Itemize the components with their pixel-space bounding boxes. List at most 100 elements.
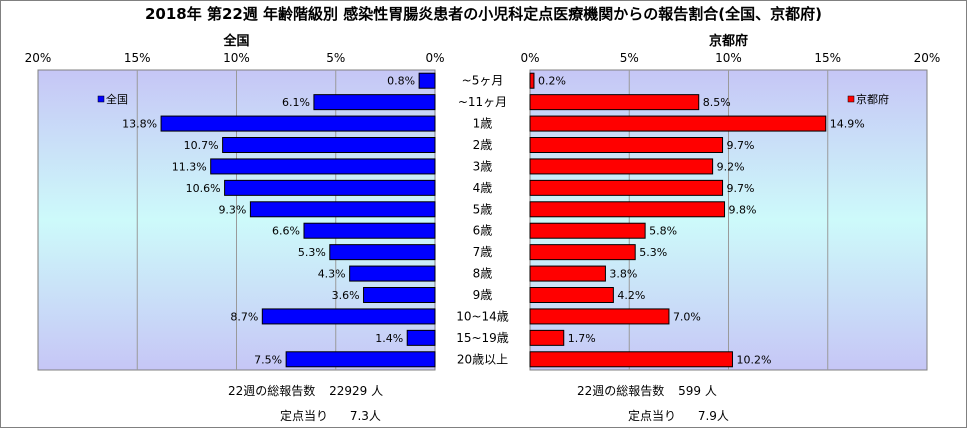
national-bar bbox=[329, 244, 436, 261]
category-label: 6歳 bbox=[473, 224, 493, 238]
national-data-label: 0.8% bbox=[387, 75, 415, 88]
kyoto-bar bbox=[529, 265, 606, 282]
national-per-label: 定点当り bbox=[280, 409, 329, 423]
kyoto-bar bbox=[529, 222, 646, 239]
kyoto-x-tick: 20% bbox=[914, 51, 941, 65]
kyoto-legend-swatch bbox=[847, 95, 855, 103]
national-data-label: 10.6% bbox=[186, 182, 221, 195]
kyoto-bar bbox=[529, 244, 636, 261]
category-label: 20歳以上 bbox=[457, 352, 508, 366]
national-bar bbox=[249, 201, 436, 218]
kyoto-bar bbox=[529, 158, 714, 175]
category-label: 5歳 bbox=[473, 202, 493, 216]
kyoto-legend-label: 京都府 bbox=[856, 92, 889, 106]
kyoto-bar bbox=[529, 94, 700, 111]
national-bar bbox=[418, 72, 436, 89]
kyoto-bar bbox=[529, 287, 614, 303]
kyoto-data-label: 10.2% bbox=[736, 353, 771, 366]
national-bar bbox=[349, 265, 436, 282]
category-label: 8歳 bbox=[473, 267, 493, 281]
kyoto-total-value: 599 人 bbox=[678, 384, 717, 398]
kyoto-per-value: 7.9人 bbox=[697, 409, 729, 423]
category-label: 2歳 bbox=[473, 138, 493, 152]
national-data-label: 10.7% bbox=[184, 139, 219, 152]
national-per-value: 7.3人 bbox=[349, 409, 381, 423]
national-data-label: 11.3% bbox=[172, 160, 207, 173]
kyoto-bar bbox=[529, 351, 733, 368]
kyoto-data-label: 7.0% bbox=[673, 310, 701, 323]
category-label: ~5ヶ月 bbox=[462, 74, 504, 88]
category-label: 10~14歳 bbox=[456, 309, 509, 323]
kyoto-total: 22週の総報告数 599 人 bbox=[577, 382, 717, 399]
category-label: 9歳 bbox=[473, 288, 493, 302]
kyoto-x-tick: 5% bbox=[620, 51, 639, 65]
national-data-label: 9.3% bbox=[218, 203, 246, 216]
kyoto-data-label: 0.2% bbox=[538, 75, 566, 88]
kyoto-x-tick: 10% bbox=[715, 51, 742, 65]
kyoto-per-label: 定点当り bbox=[628, 409, 677, 423]
national-data-label: 8.7% bbox=[230, 310, 258, 323]
national-legend-swatch bbox=[97, 95, 105, 103]
kyoto-x-tick: 0% bbox=[520, 51, 539, 65]
category-label: 15~19歳 bbox=[456, 331, 509, 345]
kyoto-data-label: 5.3% bbox=[639, 246, 667, 259]
national-data-label: 1.4% bbox=[375, 332, 403, 345]
national-data-label: 6.1% bbox=[282, 96, 310, 109]
national-x-tick: 5% bbox=[326, 51, 345, 65]
category-label: ~11ヶ月 bbox=[458, 95, 507, 109]
kyoto-bar bbox=[529, 137, 724, 153]
category-label: 4歳 bbox=[473, 181, 493, 195]
national-x-tick: 15% bbox=[124, 51, 151, 65]
national-x-tick: 10% bbox=[223, 51, 250, 65]
national-bar bbox=[210, 158, 436, 175]
national-data-label: 6.6% bbox=[272, 225, 300, 238]
national-data-label: 3.6% bbox=[332, 289, 360, 302]
national-bar bbox=[285, 351, 436, 368]
national-bar bbox=[313, 94, 436, 111]
kyoto-data-label: 9.7% bbox=[727, 139, 755, 152]
national-data-label: 5.3% bbox=[298, 246, 326, 259]
kyoto-total-label: 22週の総報告数 bbox=[577, 384, 665, 398]
kyoto-data-label: 1.7% bbox=[568, 332, 596, 345]
national-x-tick: 20% bbox=[25, 51, 52, 65]
national-data-label: 13.8% bbox=[122, 118, 157, 131]
kyoto-x-tick: 15% bbox=[814, 51, 841, 65]
category-label: 3歳 bbox=[473, 159, 493, 173]
national-bar bbox=[224, 179, 436, 196]
national-bar bbox=[222, 137, 436, 153]
national-data-label: 4.3% bbox=[318, 268, 346, 281]
kyoto-bar bbox=[529, 308, 670, 325]
national-bar bbox=[261, 308, 436, 325]
national-total-value: 22929 人 bbox=[329, 384, 384, 398]
kyoto-panel-title: 京都府 bbox=[709, 33, 748, 49]
national-total-label: 22週の総報告数 bbox=[228, 384, 316, 398]
national-x-tick: 0% bbox=[425, 51, 444, 65]
kyoto-bar bbox=[529, 179, 724, 196]
kyoto-per-site: 定点当り 7.9人 bbox=[628, 407, 729, 424]
national-per-site: 定点当り 7.3人 bbox=[280, 407, 381, 424]
national-data-label: 7.5% bbox=[254, 353, 282, 366]
national-bar bbox=[303, 222, 436, 239]
national-bar bbox=[160, 115, 436, 132]
kyoto-data-label: 9.2% bbox=[717, 160, 745, 173]
kyoto-data-label: 5.8% bbox=[649, 225, 677, 238]
kyoto-bar bbox=[529, 329, 565, 346]
kyoto-data-label: 14.9% bbox=[830, 118, 865, 131]
national-panel-title: 全国 bbox=[222, 33, 249, 49]
national-total: 22週の総報告数 22929 人 bbox=[228, 382, 383, 399]
national-bar bbox=[406, 329, 436, 346]
category-label: 7歳 bbox=[473, 245, 493, 259]
kyoto-data-label: 8.5% bbox=[703, 96, 731, 109]
kyoto-bar bbox=[529, 72, 535, 89]
national-legend-label: 全国 bbox=[106, 92, 128, 106]
chart-title: 2018年 第22週 年齢階級別 感染性胃腸炎患者の小児科定点医療機関からの報告… bbox=[144, 5, 822, 23]
category-label: 1歳 bbox=[473, 117, 493, 131]
kyoto-bar bbox=[529, 201, 726, 218]
kyoto-data-label: 9.7% bbox=[727, 182, 755, 195]
kyoto-data-label: 9.8% bbox=[729, 203, 757, 216]
kyoto-bar bbox=[529, 115, 827, 132]
national-bar bbox=[363, 287, 436, 303]
kyoto-data-label: 4.2% bbox=[617, 289, 645, 302]
kyoto-data-label: 3.8% bbox=[609, 268, 637, 281]
